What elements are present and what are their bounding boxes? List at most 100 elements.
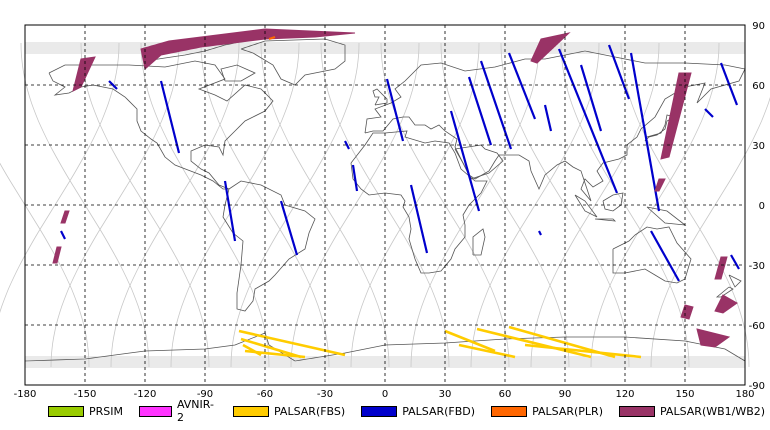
legend-item: PRSIM [48, 405, 123, 418]
x-tick-label: 180 [735, 389, 754, 400]
y-tick-label: 30 [752, 141, 765, 152]
coastline [220, 64, 256, 82]
swath-fbd [607, 44, 631, 100]
swath-wb [680, 304, 694, 320]
x-tick-label: 0 [382, 389, 388, 400]
coastline [594, 218, 617, 222]
swath-wb [714, 294, 738, 314]
y-tick-label: 60 [752, 81, 765, 92]
swath-fbd [557, 48, 619, 194]
legend-item: PALSAR(FBD) [361, 405, 475, 418]
swath-fbs [524, 343, 642, 359]
x-tick-label: -90 [197, 389, 213, 400]
swath-wb [530, 32, 571, 64]
swath-fbd [108, 80, 118, 90]
swath-fbs [240, 337, 302, 359]
map-border [24, 24, 746, 386]
legend-label: PALSAR(WB1/WB2) [660, 404, 766, 418]
x-tick-label: 90 [559, 389, 572, 400]
swath-fbs [444, 329, 496, 353]
y-tick-label: 90 [752, 21, 765, 32]
coastline [715, 286, 734, 298]
legend-item: PALSAR(PLR) [491, 405, 603, 418]
coastline [472, 228, 486, 256]
swath-wb [660, 72, 692, 160]
legend-swatch [139, 405, 172, 417]
coastline [728, 274, 742, 288]
legend: PRSIM AVNIR-2 PALSAR(FBS) PALSAR(FBD) PALSAR… [48, 398, 770, 424]
y-tick-label: -30 [749, 261, 765, 272]
coastline [612, 226, 692, 284]
legend-swatch [619, 405, 655, 417]
legend-label: PALSAR(FBS) [274, 404, 346, 418]
x-tick-label: 30 [439, 389, 452, 400]
swath-fbd [467, 76, 493, 146]
swath-wb [696, 328, 731, 348]
swath-fbs [244, 349, 306, 359]
swath-fbs [476, 327, 592, 359]
swath-wb [140, 28, 356, 70]
swath-fbd [479, 60, 513, 150]
x-tick-labels: -180 -150 -120 -90 -60 -30 0 30 60 90 120 150 180 [14, 389, 755, 400]
swath-plr [268, 36, 276, 40]
coastline [222, 180, 316, 312]
coastline [454, 144, 504, 180]
swath-fbd [629, 52, 661, 212]
legend-swatch [491, 405, 528, 417]
legend-item: PALSAR(WB1/WB2) [619, 405, 765, 418]
swath-fbd [543, 104, 553, 132]
x-tick-label: -60 [257, 389, 273, 400]
coastline [364, 50, 746, 202]
swath-fbd [719, 62, 739, 106]
legend-item: PALSAR(FBS) [233, 405, 345, 418]
swath-fbd [409, 184, 429, 254]
x-tick-label: -180 [14, 389, 37, 400]
swath-wb [52, 246, 62, 264]
swath-wb [714, 256, 728, 280]
y-tick-label: -90 [749, 381, 765, 392]
legend-swatch [361, 405, 398, 417]
swath-fbd [579, 64, 603, 132]
swath-fbd [507, 52, 537, 120]
y-tick-label: 0 [759, 201, 765, 212]
coastline [574, 194, 598, 218]
swath-wb [60, 210, 70, 224]
swath-fbs [458, 343, 516, 359]
swath-fbd [60, 230, 66, 240]
x-tick-label: 150 [675, 389, 694, 400]
coastline [24, 332, 746, 362]
legend-swatch [48, 405, 84, 417]
swath-layer [52, 28, 740, 359]
swath-fbd [449, 110, 481, 212]
x-tick-label: 120 [615, 389, 634, 400]
x-tick-label: -150 [74, 389, 97, 400]
legend-label: AVNIR-2 [176, 398, 214, 424]
y-tick-label: -60 [749, 321, 765, 332]
x-tick-label: -120 [134, 389, 157, 400]
x-tick-label: 60 [499, 389, 512, 400]
coastline [240, 38, 346, 86]
swath-fbd [385, 78, 405, 142]
swath-fbd [730, 254, 740, 270]
swath-wb [654, 178, 666, 192]
x-tick-label: -30 [317, 389, 333, 400]
swath-fbs [238, 329, 346, 357]
swath-wb [72, 56, 96, 92]
coastline [350, 130, 488, 274]
swath-fbd [351, 164, 359, 192]
coastline [48, 60, 274, 190]
y-tick-labels: 90 60 30 0 -30 -60 -90 [749, 21, 765, 392]
swath-fbd [279, 200, 299, 256]
swath-fbd [344, 140, 350, 150]
coastline [372, 88, 388, 106]
swath-fbd [223, 180, 237, 242]
swath-fbd [538, 230, 542, 236]
swath-fbd [704, 108, 714, 118]
legend-label: PALSAR(PLR) [532, 404, 603, 418]
legend-label: PALSAR(FBD) [402, 404, 476, 418]
legend-label: PRSIM [89, 404, 123, 418]
swath-fbd [650, 230, 680, 282]
legend-item: AVNIR-2 [139, 398, 217, 424]
legend-swatch [233, 405, 269, 417]
